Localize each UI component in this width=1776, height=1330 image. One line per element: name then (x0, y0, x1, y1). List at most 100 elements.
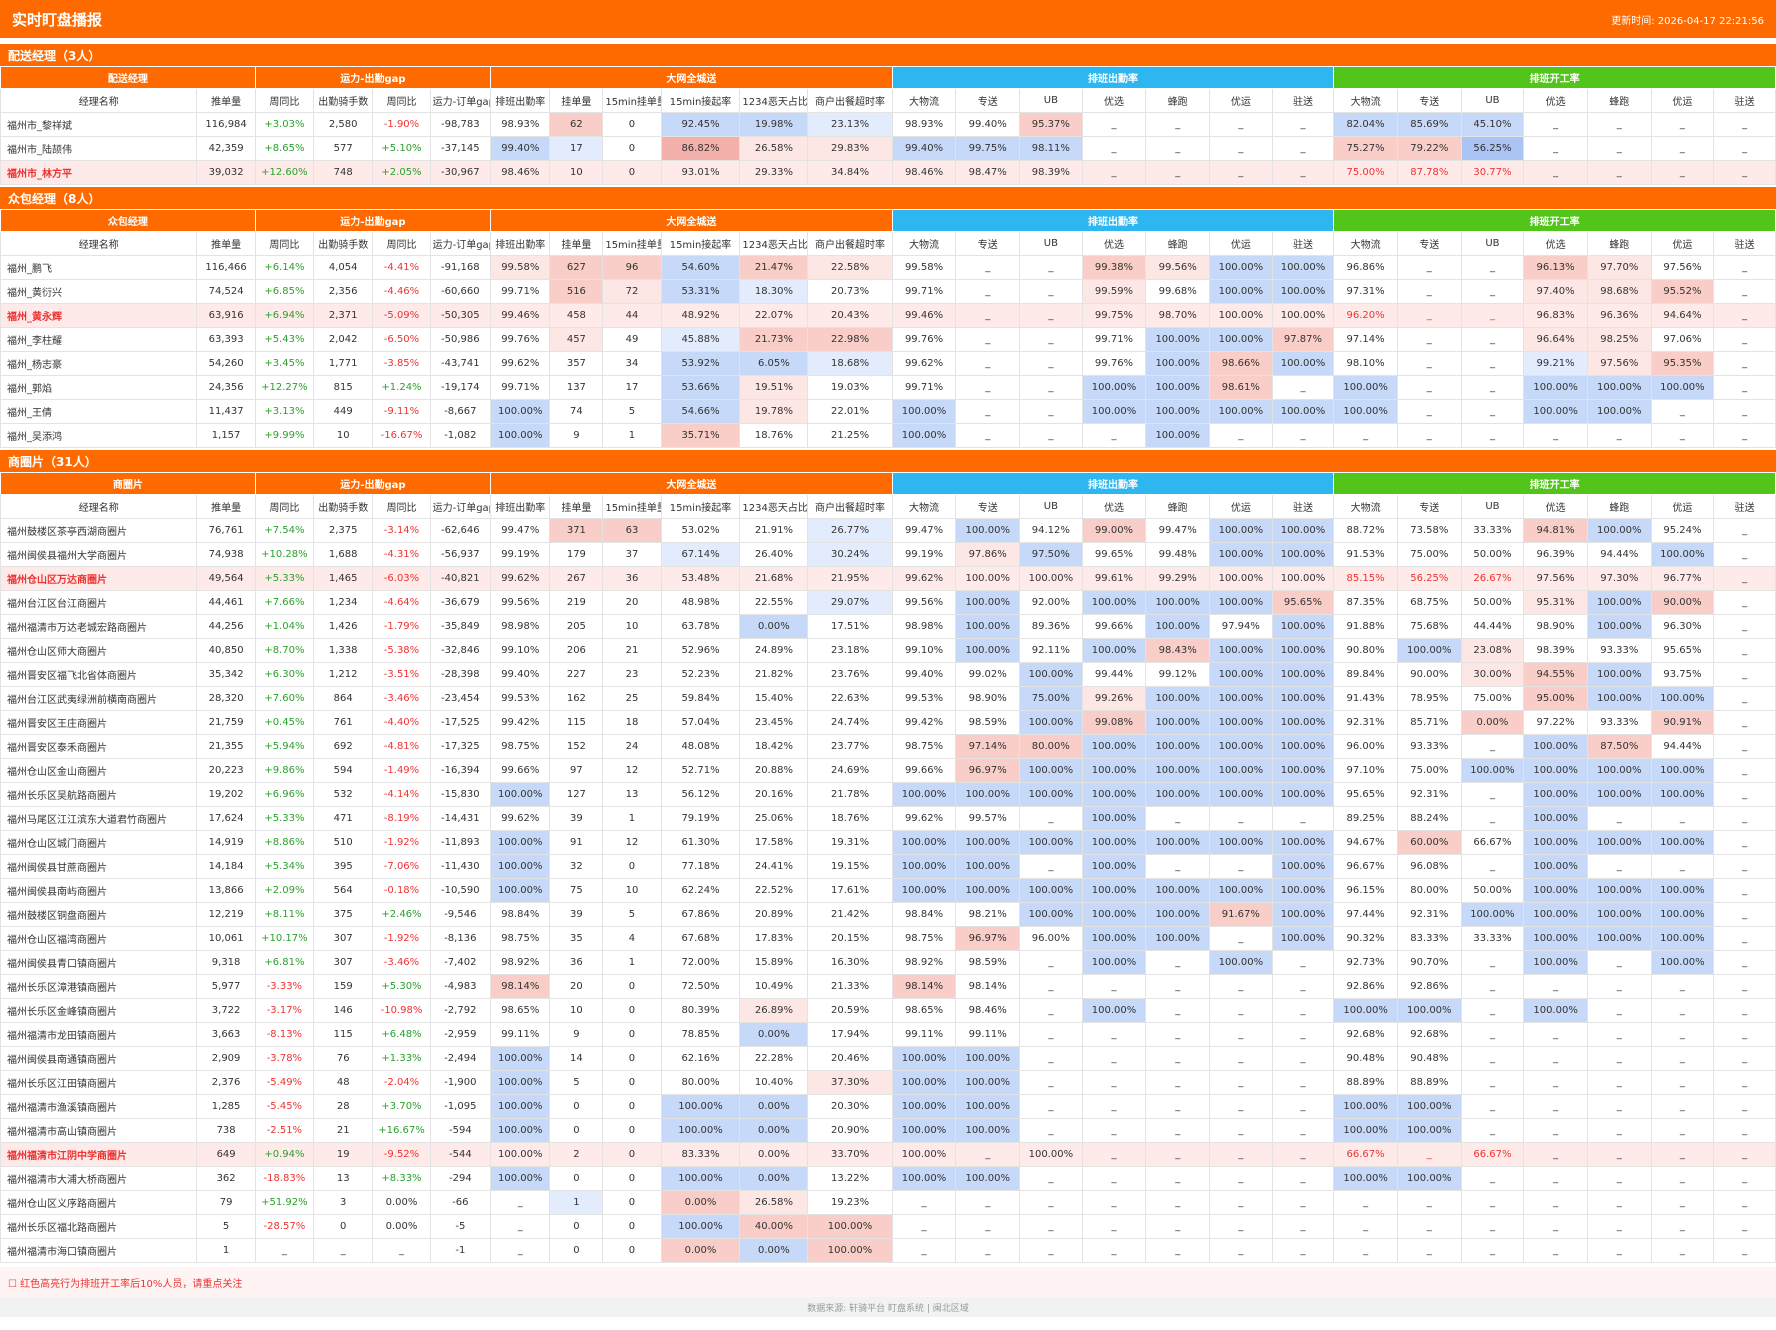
value-cell: 18 (602, 710, 662, 735)
table-row[interactable]: 福州福清市大浦大桥商圈片 362 -18.83% 13 +8.33% -294 100.00… (0, 1166, 1776, 1191)
value-cell: 100.00% (490, 423, 551, 448)
value-cell: _ (1396, 423, 1462, 448)
value-cell: 36 (549, 950, 604, 975)
group-attendance: 排班出勤率 (891, 209, 1335, 232)
value-cell: 28 (313, 1094, 374, 1119)
value-cell: 17 (602, 375, 662, 400)
table-row[interactable]: 福州_黄衍兴 74,524 +6.85% 2,356 -4.46% -60,660 99.7… (0, 279, 1776, 304)
value-cell: 1 (602, 806, 662, 831)
table-row[interactable]: 福州仓山区城门商圈片 14,919 +8.86% 510 -1.92% -11,893 10… (0, 830, 1776, 855)
table-row[interactable]: 福州仓山区义序路商圈片 79 +51.92% 3 0.00% -66 _ 1 0 0.00% 26.… (0, 1190, 1776, 1215)
manager-name-cell: 福州马尾区江江滨东大道君竹商圈片 (0, 806, 198, 831)
table-row[interactable]: 福州市_黎祥斌 116,984 +3.03% 2,580 -1.90% -98,783 98… (0, 112, 1776, 137)
value-cell: _ (490, 1238, 551, 1263)
table-row[interactable]: 福州闽侯县青口镇商圈片 9,318 +6.81% 307 -3.46% -7,402 98.… (0, 950, 1776, 975)
value-cell: _ (1523, 1022, 1588, 1047)
value-cell: 98.98% (490, 614, 551, 639)
table-row[interactable]: 福州_鹏飞 116,466 +6.14% 4,054 -4.41% -91,168 99.5… (0, 255, 1776, 280)
value-cell: 9 (549, 423, 604, 448)
value-cell: 54.66% (660, 399, 741, 424)
value-cell: 510 (313, 830, 374, 855)
table-row[interactable]: 福州长乐区金峰镇商圈片 3,722 -3.17% 146 -10.98% -2,792 98… (0, 998, 1776, 1023)
table-row[interactable]: 福州闽侯县甘蔗商圈片 14,184 +5.34% 395 -7.06% -11,430 10… (0, 854, 1776, 879)
value-cell: 25.06% (739, 806, 809, 831)
value-cell: -2,959 (429, 1022, 492, 1047)
table-row-highlighted[interactable]: 福州福清市江阴中学商圈片 649 +0.94% 19 -9.52% -544 100.00%… (0, 1142, 1776, 1167)
table-row[interactable]: 福州福清市渔溪镇商圈片 1,285 -5.45% 28 +3.70% -1,095 100.… (0, 1094, 1776, 1119)
table-row[interactable]: 福州马尾区江江滨东大道君竹商圈片 17,624 +5.33% 471 -8.19% -14… (0, 806, 1776, 831)
table-row[interactable]: 福州鼓楼区铜盘商圈片 12,219 +8.11% 375 +2.46% -9,546 98.… (0, 902, 1776, 927)
table-row[interactable]: 福州_李柱耀 63,393 +5.43% 2,042 -6.50% -50,986 99.7… (0, 327, 1776, 352)
table-row-highlighted[interactable]: 福州_黄永辉 63,916 +6.94% 2,371 -5.09% -50,305 99.4… (0, 303, 1776, 328)
value-cell: _ (1209, 1094, 1273, 1119)
table-row[interactable]: 福州福清市龙田镇商圈片 3,663 -8.13% 115 +6.48% -2,959 99.… (0, 1022, 1776, 1047)
table-row[interactable]: 福州鼓楼区茶亭西湖商圈片 76,761 +7.54% 2,375 -3.14% -62,6… (0, 518, 1776, 543)
value-cell: _ (1586, 1190, 1652, 1215)
table-row[interactable]: 福州晋安区福飞北省体商圈片 35,342 +6.30% 1,212 -3.51% -28,… (0, 662, 1776, 687)
value-cell: _ (1713, 1238, 1776, 1263)
value-cell: +1.04% (254, 614, 315, 639)
value-cell: _ (1650, 806, 1715, 831)
value-cell: -23,454 (429, 686, 492, 711)
value-cell: _ (891, 1214, 957, 1239)
value-cell: 0 (313, 1214, 374, 1239)
value-cell: 63,916 (196, 303, 256, 328)
value-cell: 100.00% (1081, 590, 1147, 615)
table-row[interactable]: 福州市_陆颉伟 42,359 +8.65% 577 +5.10% -37,145 99.40… (0, 136, 1776, 161)
table-row[interactable]: 福州福清市海口镇商圈片 1 _ _ _ -1 _ 0 0 0.00% 0.00% 100.00% _ _ _… (0, 1238, 1776, 1263)
value-cell: -4.41% (372, 255, 431, 280)
value-cell: 90.00% (1396, 662, 1462, 687)
table-row[interactable]: 福州长乐区吴航路商圈片 19,202 +6.96% 532 -4.14% -15,830 1… (0, 782, 1776, 807)
value-cell: _ (1460, 423, 1525, 448)
value-cell: 100.00% (1650, 926, 1715, 951)
value-cell: 99.47% (891, 518, 957, 543)
value-cell: 1,771 (313, 351, 374, 376)
value-cell: _ (1019, 1166, 1083, 1191)
value-cell: _ (1145, 1142, 1211, 1167)
value-cell: _ (1713, 758, 1776, 783)
table-row[interactable]: 福州晋安区泰禾商圈片 21,355 +5.94% 692 -4.81% -17,325 98… (0, 734, 1776, 759)
table-row[interactable]: 福州_王倩 11,437 +3.13% 449 -9.11% -8,667 100.00% 7… (0, 399, 1776, 424)
value-cell: 100.00% (1523, 902, 1588, 927)
table-row[interactable]: 福州仓山区师大商圈片 40,850 +8.70% 1,338 -5.38% -32,846… (0, 638, 1776, 663)
table-row[interactable]: 福州长乐区福北路商圈片 5 -28.57% 0 0.00% -5 _ 0 0 100.00% 40.… (0, 1214, 1776, 1239)
table-row[interactable]: 福州晋安区王庄商圈片 21,759 +0.45% 761 -4.40% -17,525 99… (0, 710, 1776, 735)
value-cell: 100.00% (490, 1070, 551, 1095)
table-row[interactable]: 福州_郭焰 24,356 +12.27% 815 +1.24% -19,174 99.71%… (0, 375, 1776, 400)
table-row-highlighted[interactable]: 福州仓山区万达商圈片 49,564 +5.33% 1,465 -6.03% -40,821… (0, 566, 1776, 591)
value-cell: _ (1019, 423, 1083, 448)
value-cell: 23.76% (807, 662, 893, 687)
table-row[interactable]: 福州闽侯县福州大学商圈片 74,938 +10.28% 1,688 -4.31% -56,… (0, 542, 1776, 567)
table-row[interactable]: 福州闽侯县南屿商圈片 13,866 +2.09% 564 -0.18% -10,590 10… (0, 878, 1776, 903)
table-row[interactable]: 福州福清市万达老城宏路商圈片 44,256 +1.04% 1,426 -1.79% -35… (0, 614, 1776, 639)
value-cell: +0.45% (254, 710, 315, 735)
value-cell: 83.33% (1396, 926, 1462, 951)
table-row[interactable]: 福州闽侯县南通镇商圈片 2,909 -3.78% 76 +1.33% -2,494 100.… (0, 1046, 1776, 1071)
column-header: UB (1460, 231, 1525, 256)
value-cell: +2.05% (372, 160, 431, 185)
table-row[interactable]: 福州仓山区福湾商圈片 10,061 +10.17% 307 -1.92% -8,136 98… (0, 926, 1776, 951)
table-row[interactable]: 福州台江区台江商圈片 44,461 +7.66% 1,234 -4.64% -36,679… (0, 590, 1776, 615)
value-cell: 53.31% (660, 279, 741, 304)
table-row[interactable]: 福州长乐区江田镇商圈片 2,376 -5.49% 48 -2.04% -1,900 100.… (0, 1070, 1776, 1095)
table-row[interactable]: 福州长乐区漳港镇商圈片 5,977 -3.33% 159 +5.30% -4,983 98.… (0, 974, 1776, 999)
table-row-highlighted[interactable]: 福州市_林方平 39,032 +12.60% 748 +2.05% -30,967 98.4… (0, 160, 1776, 185)
value-cell: 39,032 (196, 160, 256, 185)
value-cell: -15,830 (429, 782, 492, 807)
value-cell: 100.00% (1145, 351, 1211, 376)
value-cell: 97.87% (1271, 327, 1335, 352)
value-cell: _ (1586, 998, 1652, 1023)
value-cell: 19.31% (807, 830, 893, 855)
value-cell: 33.70% (807, 1142, 893, 1167)
value-cell: 99.42% (490, 710, 551, 735)
table-row[interactable]: 福州_吴添鸿 1,157 +9.99% 10 -16.67% -1,082 100.00% 9… (0, 423, 1776, 448)
table-row[interactable]: 福州_杨志豪 54,260 +3.45% 1,771 -3.85% -43,741 99.6… (0, 351, 1776, 376)
section-title: 众包经理（8人） (0, 187, 1776, 209)
value-cell: _ (1523, 136, 1588, 161)
value-cell: 100.00% (1586, 902, 1652, 927)
table-row[interactable]: 福州福清市高山镇商圈片 738 -2.51% 21 +16.67% -594 100.00%… (0, 1118, 1776, 1143)
table-row[interactable]: 福州仓山区金山商圈片 20,223 +9.86% 594 -1.49% -16,394 99… (0, 758, 1776, 783)
value-cell: _ (1209, 1166, 1273, 1191)
table-row[interactable]: 福州台江区武夷绿洲前横南商圈片 28,320 +7.60% 864 -3.46% -23,… (0, 686, 1776, 711)
footnote: ☐ 红色高亮行为排班开工率后10%人员，请重点关注 (0, 1267, 1776, 1297)
